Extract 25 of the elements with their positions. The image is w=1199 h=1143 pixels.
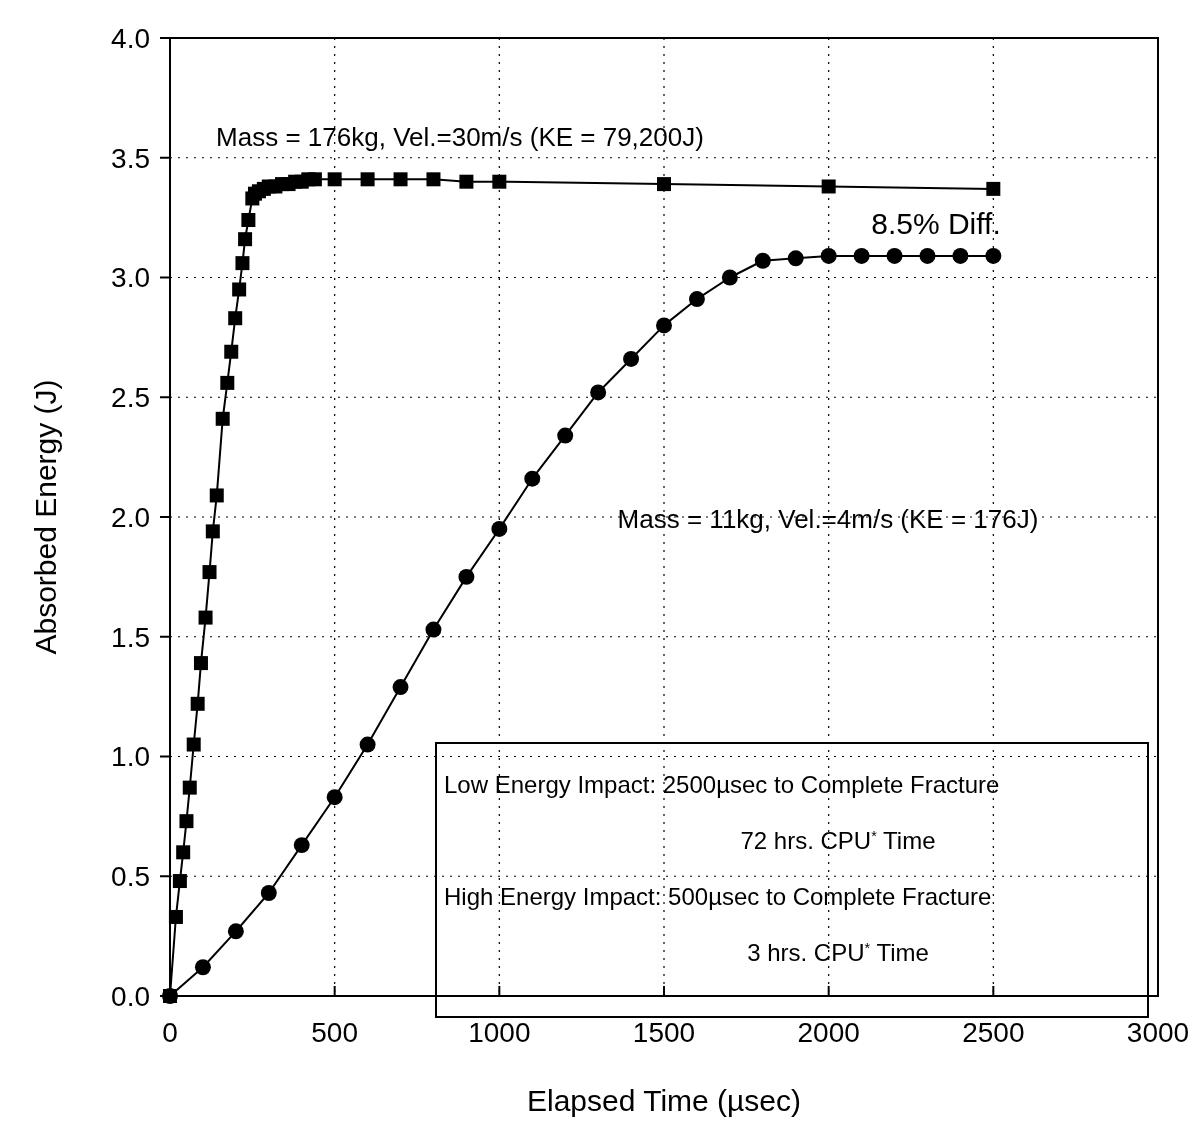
y-tick-label: 0.5 (111, 861, 150, 893)
y-tick-label: 2.0 (111, 501, 150, 533)
x-axis-title: Elapsed Time (µsec) (526, 1084, 802, 1117)
x-tick-label: 1000 (468, 1017, 531, 1048)
y-tick-label: 4.0 (111, 22, 150, 54)
y-tick-label: 1.0 (111, 741, 150, 773)
annotation: High Energy Impact: 500µsec to Complete Fracture (444, 883, 992, 910)
x-tick-label: 1500 (632, 1017, 696, 1048)
y-tick-label: 1.5 (111, 621, 150, 653)
x-tick-label: 3000 (1126, 1017, 1190, 1048)
annotation: 72 hrs. CPU$^{*}$ Time (740, 827, 936, 854)
annotation: Mass = 176kg, Vel.=30m/s (KE = 79,200J) (216, 122, 704, 152)
y-tick-label: 3.5 (111, 142, 150, 174)
x-tick-label: 2500 (962, 1017, 1025, 1048)
y-tick-label: 2.5 (111, 382, 150, 414)
y-tick-label: 3.0 (111, 262, 150, 294)
y-tick-label: 0.0 (111, 980, 150, 1012)
x-tick-label: 500 (311, 1017, 359, 1048)
annotation: 8.5% Diff. (871, 207, 1001, 240)
x-tick-label: 0 (162, 1017, 178, 1048)
annotation: Low Energy Impact: 2500µsec to Complete Fracture (444, 771, 1000, 798)
annotation: 3 hrs. CPU$^{*}$ Time (747, 939, 929, 966)
annotation: Mass = 11kg, Vel.=4m/s (KE = 176J) (617, 504, 1039, 534)
y-axis-title: Absorbed Energy (J) (29, 379, 62, 655)
x-tick-label: 2000 (797, 1017, 860, 1048)
